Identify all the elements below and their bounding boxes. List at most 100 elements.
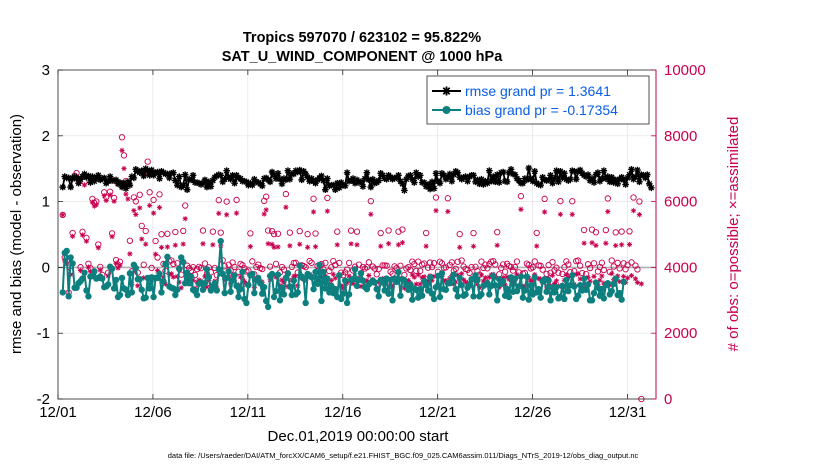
- rmse-point: [331, 186, 339, 194]
- obs-assimilated-point: [263, 207, 269, 213]
- obs-assimilated-point: [109, 234, 115, 240]
- bias-point: [308, 274, 315, 281]
- bias-point: [351, 266, 359, 273]
- obs-assimilated-point: [368, 211, 374, 217]
- obs-possible-point: [136, 191, 143, 198]
- obs-assimilated-point: [599, 273, 605, 279]
- bias-point: [519, 294, 527, 301]
- obs-possible-point: [120, 152, 128, 159]
- y2-tick-label: 8000: [664, 128, 697, 145]
- rmse-series: [59, 164, 655, 194]
- obs-assimilated-point: [589, 240, 595, 246]
- obs-possible-point: [324, 194, 331, 202]
- bias-point: [146, 285, 153, 292]
- obs-assimilated-point: [127, 251, 133, 257]
- obs-assimilated-point: [113, 260, 119, 266]
- obs-possible-point: [600, 266, 608, 274]
- obs-assimilated-point: [411, 274, 417, 280]
- rmse-point: [318, 172, 325, 180]
- bias-point: [205, 274, 213, 281]
- obs-possible-point: [391, 263, 398, 270]
- rmse-point: [172, 177, 179, 184]
- rmse-point: [282, 176, 290, 184]
- chart-title: Tropics 597070 / 623102 = 95.822%: [243, 30, 481, 46]
- obs-possible-point: [146, 189, 153, 196]
- bias-point: [409, 296, 416, 303]
- obs-assimilated-point: [389, 284, 396, 290]
- bias-point: [229, 277, 236, 284]
- rmse-point: [322, 186, 329, 194]
- obs-possible-point: [156, 191, 163, 198]
- rmse-point: [436, 179, 444, 187]
- obs-assimilated-point: [514, 272, 520, 278]
- bias-point: [201, 279, 209, 287]
- obs-assimilated-point: [204, 284, 210, 290]
- obs-possible-point: [282, 190, 290, 198]
- obs-assimilated-point: [628, 272, 635, 279]
- obs-assimilated-point: [500, 274, 506, 281]
- bias-point: [511, 275, 519, 282]
- rmse-point: [519, 179, 527, 187]
- bias-point: [310, 285, 317, 293]
- rmse-point: [401, 187, 408, 194]
- rmse-point: [104, 177, 112, 185]
- rmse-point: [480, 181, 487, 188]
- rmse-point: [363, 169, 371, 176]
- rmse-point: [432, 170, 440, 177]
- obs-assimilated-point: [305, 244, 311, 250]
- y-axis-right: 0 2000 4000 6000 8000 10000: [651, 62, 706, 408]
- bias-point: [576, 281, 584, 289]
- rmse-point: [223, 167, 230, 174]
- obs-possible-point: [154, 254, 161, 261]
- x-axis: 12/01 12/06 12/11 12/16 12/21 12/26 12/31: [39, 70, 646, 421]
- bias-point: [316, 261, 323, 268]
- obs-assimilated-point: [150, 210, 157, 216]
- bias-point: [503, 285, 511, 293]
- obs-possible-point: [413, 267, 420, 275]
- bias-point: [336, 272, 343, 279]
- bias-point: [353, 282, 361, 290]
- obs-possible-point: [223, 198, 230, 205]
- obs-assimilated-point: [494, 242, 500, 248]
- rmse-point: [75, 179, 82, 187]
- bias-point: [462, 291, 469, 298]
- obs-possible-point: [164, 230, 171, 237]
- rmse-point: [424, 181, 432, 188]
- rmse-point: [357, 178, 365, 186]
- bias-point: [466, 281, 473, 288]
- bias-point: [422, 281, 430, 289]
- rmse-point: [503, 178, 511, 186]
- obs-assimilated-point: [417, 281, 423, 287]
- rmse-point: [604, 173, 612, 180]
- bias-point: [492, 281, 499, 289]
- rmse-point: [94, 171, 102, 179]
- obs-assimilated-point: [139, 236, 145, 242]
- obs-assimilated-point: [459, 271, 465, 277]
- rmse-point: [183, 186, 191, 194]
- bias-point: [349, 276, 357, 283]
- rmse-point: [584, 171, 592, 178]
- rmse-point: [499, 168, 507, 176]
- obs-assimilated-point: [89, 199, 95, 205]
- obs-possible-point: [365, 259, 372, 266]
- obs-possible-point: [379, 262, 386, 269]
- obs-assimilated-point: [409, 272, 415, 278]
- obs-assimilated-point: [510, 281, 516, 287]
- obs-assimilated-point: [338, 283, 344, 289]
- bias-point: [442, 286, 450, 293]
- bias-point: [132, 264, 140, 272]
- obs-assimilated-point: [123, 191, 129, 197]
- rmse-point: [598, 175, 606, 182]
- obs-possible-point: [263, 193, 270, 200]
- obs-assimilated-point: [322, 273, 329, 279]
- rmse-point: [529, 177, 537, 185]
- rmse-point: [164, 170, 171, 178]
- rmse-point: [614, 180, 621, 188]
- bias-point: [211, 279, 219, 287]
- rmse-point: [229, 171, 236, 179]
- obs-possible-point: [636, 198, 643, 205]
- bias-point: [610, 280, 617, 288]
- obs-possible-point: [602, 226, 609, 234]
- obs-assimilated-point: [287, 243, 293, 249]
- obs-assimilated-point: [603, 240, 609, 246]
